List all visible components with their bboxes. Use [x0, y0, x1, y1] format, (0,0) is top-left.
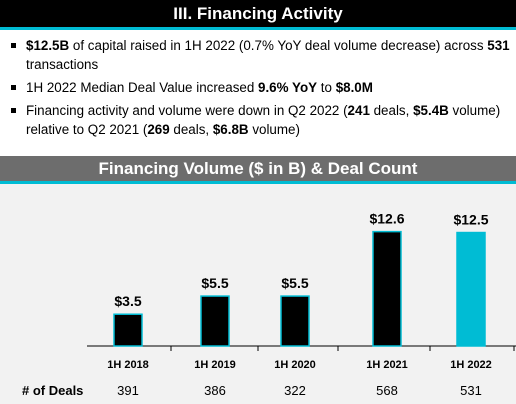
bullet-highlight: $5.4B — [413, 103, 449, 118]
bullet-text: volume) relative to Q2 2021 ( — [26, 103, 501, 137]
bar-value-label: $3.5 — [114, 293, 141, 309]
bullet-text: transactions — [26, 57, 99, 72]
deal-count-value: 568 — [376, 383, 398, 398]
bullet-text: deals, — [169, 122, 213, 137]
bar-value-label: $12.5 — [453, 212, 488, 228]
bullet-text: Financing activity and volume were down … — [26, 103, 348, 118]
bar — [372, 230, 402, 347]
deal-count-value: 391 — [117, 383, 139, 398]
bullet-highlight: 9.6% YoY — [258, 80, 318, 95]
bullet-highlight: $12.5B — [26, 38, 70, 53]
summary-bullets: $12.5B of capital raised in 1H 2022 (0.7… — [10, 36, 510, 143]
deal-count-value: 322 — [284, 383, 306, 398]
bar-value-label: $5.5 — [201, 275, 228, 291]
x-tick-label: 1H 2018 — [107, 359, 149, 371]
bullet-highlight: 269 — [147, 122, 170, 137]
financing-volume-chart: $3.5 1H 2018 391 $5.5 1H 2019 386 $5.5 1H 2020 3… — [22, 211, 516, 398]
x-tick-label: 1H 2020 — [274, 359, 316, 371]
bullet-highlight: $8.0M — [335, 80, 373, 95]
bar — [113, 313, 143, 347]
bar-value-label: $5.5 — [281, 275, 308, 291]
deal-count-value: 531 — [460, 383, 482, 398]
bar-value-label: $12.6 — [369, 211, 404, 227]
bar — [456, 231, 486, 347]
section-title-bar: III. Financing Activity — [0, 0, 516, 30]
bullet-item: 1H 2022 Median Deal Value increased 9.6%… — [10, 78, 510, 97]
bullet-text: to — [317, 80, 336, 95]
x-tick-label: 1H 2021 — [366, 359, 408, 371]
section-title: III. Financing Activity — [173, 4, 343, 23]
x-tick-label: 1H 2019 — [194, 359, 236, 371]
bar — [200, 295, 230, 347]
bullet-text: deals, — [369, 103, 414, 118]
chart-panel — [0, 184, 516, 404]
x-tick-label: 1H 2022 — [450, 359, 492, 371]
bullet-highlight: $6.8B — [212, 122, 249, 137]
chart-title-bar: Financing Volume ($ in B) & Deal Count — [0, 156, 516, 184]
bullet-highlight: 531 — [487, 38, 510, 53]
bullet-text: volume) — [248, 122, 300, 137]
bullet-text: of capital raised in 1H 2022 (0.7% YoY d… — [69, 38, 488, 53]
bullet-item: $12.5B of capital raised in 1H 2022 (0.7… — [10, 36, 510, 74]
bullet-highlight: 241 — [347, 103, 370, 118]
bar — [280, 295, 310, 347]
chart-title: Financing Volume ($ in B) & Deal Count — [98, 159, 418, 178]
deal-count-label: # of Deals — [22, 383, 83, 398]
deal-count-value: 386 — [204, 383, 226, 398]
bullet-text: 1H 2022 Median Deal Value increased — [26, 80, 259, 95]
bullet-item: Financing activity and volume were down … — [10, 101, 510, 139]
